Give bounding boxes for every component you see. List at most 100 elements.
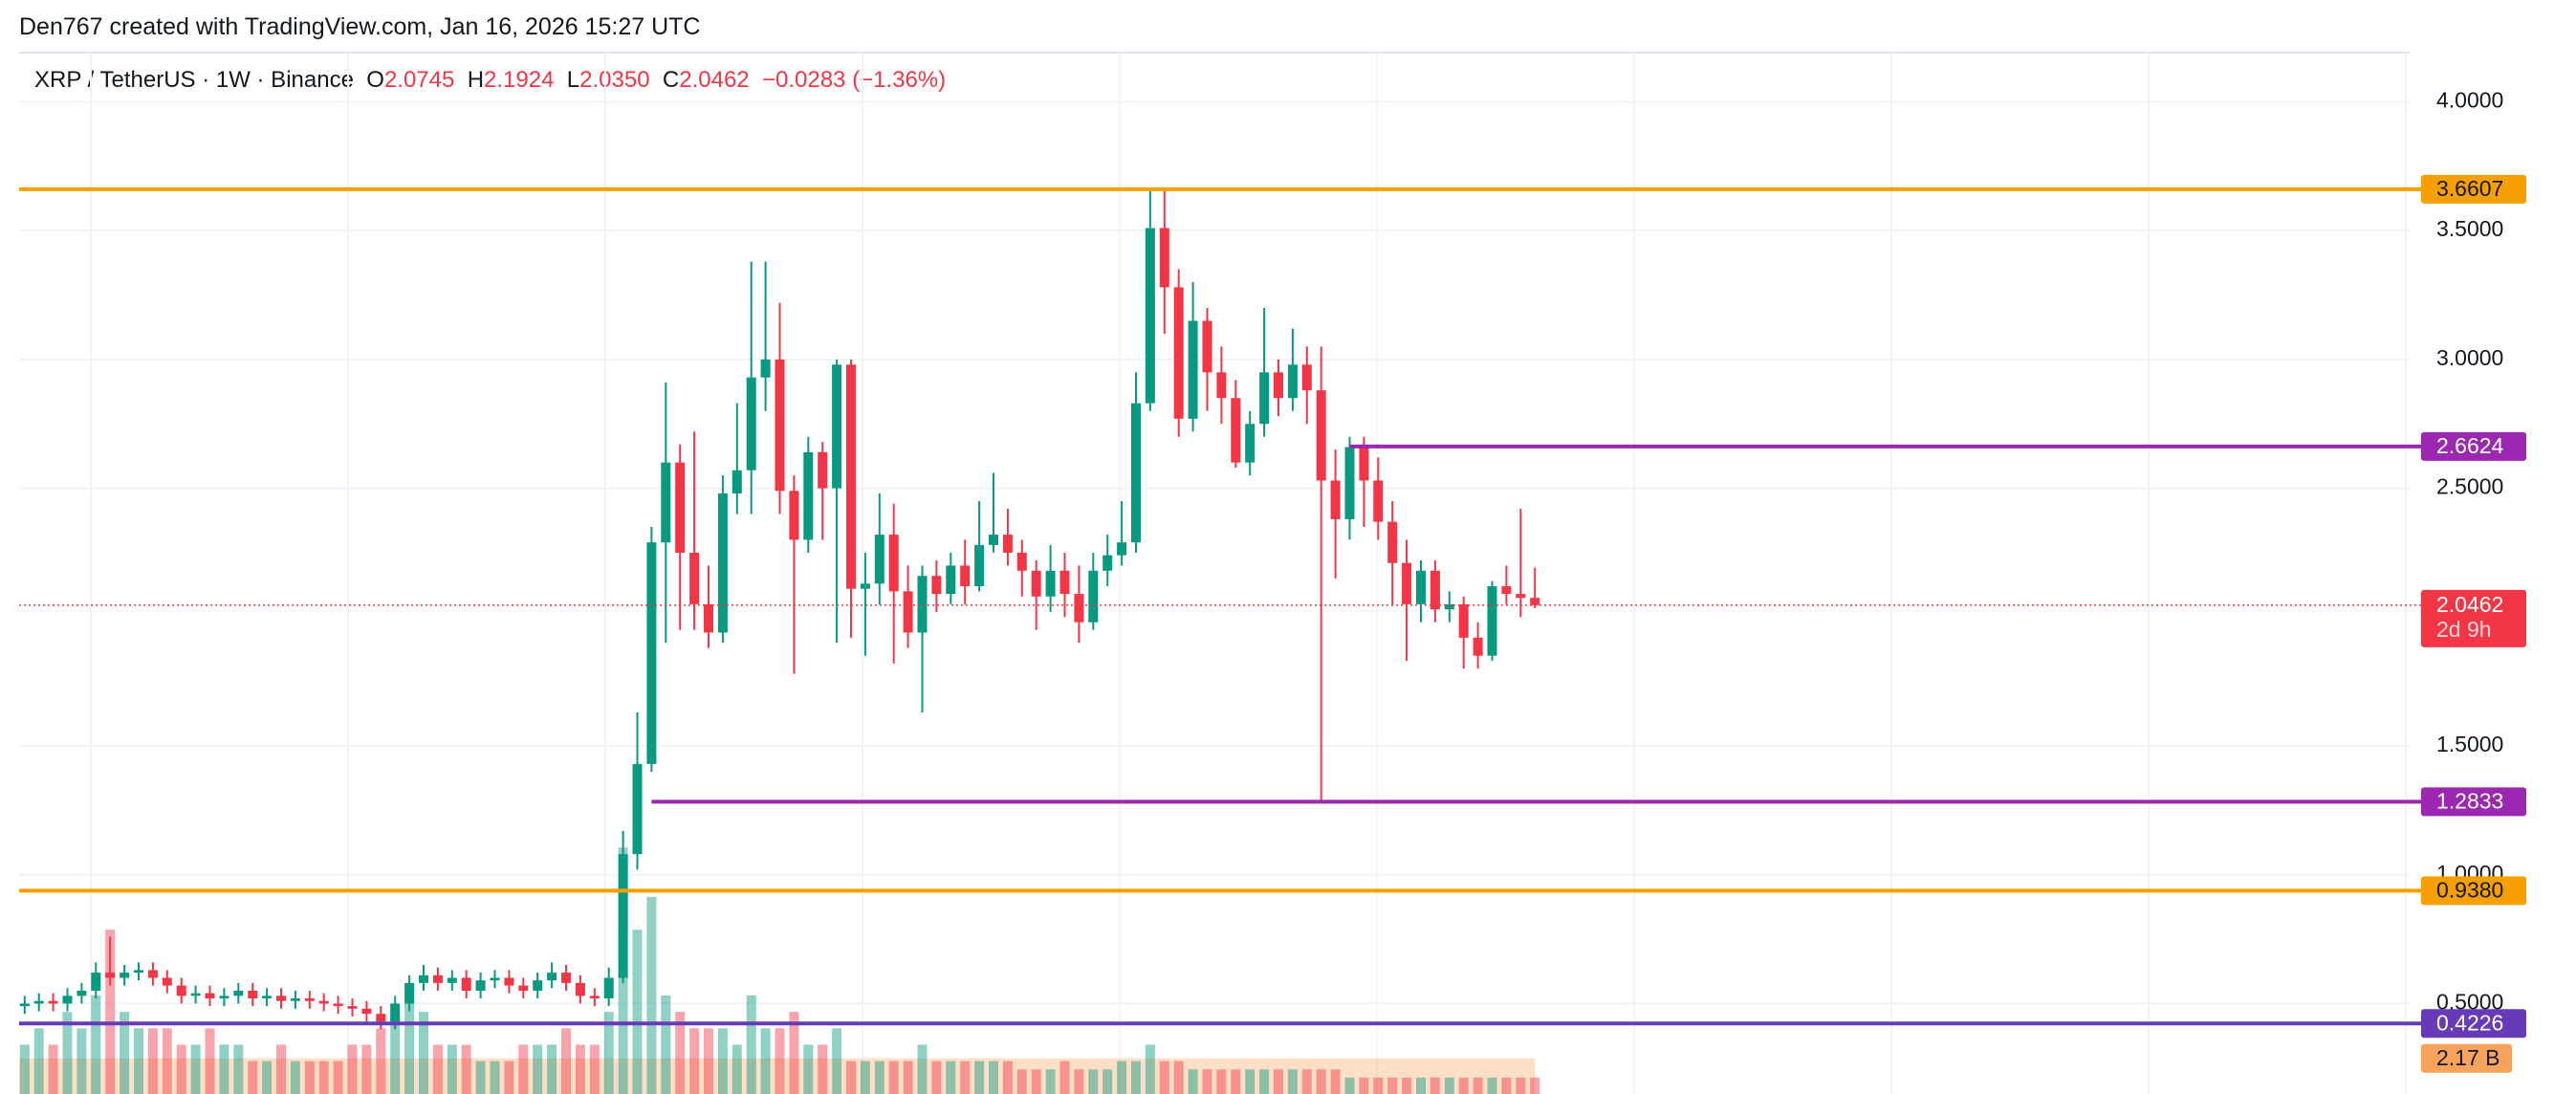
candle-body	[1274, 372, 1283, 399]
candle-body	[1131, 403, 1141, 543]
volume-bar	[205, 1028, 215, 1094]
candle-body	[120, 973, 130, 978]
candle-body	[874, 535, 884, 584]
candle-body	[860, 583, 870, 589]
candle-body	[504, 977, 514, 986]
level-label-box	[2421, 431, 2526, 461]
last-price-box	[2421, 589, 2526, 647]
volume-bar	[33, 1028, 44, 1094]
volume-bar	[190, 1044, 201, 1094]
candle-body	[603, 977, 614, 999]
candle-body	[1031, 570, 1041, 597]
volume-bar	[931, 1061, 942, 1094]
candle-body	[533, 980, 543, 991]
volume-bar	[518, 1044, 529, 1094]
volume-bar	[1430, 1077, 1440, 1094]
candle-body	[989, 535, 998, 545]
volume-bar	[19, 1044, 30, 1094]
volume-bar	[1287, 1069, 1298, 1094]
volume-bar	[504, 1061, 514, 1094]
volume-bar	[1359, 1077, 1369, 1094]
volume-bar	[91, 995, 101, 1094]
y-tick-label: 3.5000	[2436, 216, 2503, 241]
candle-body	[888, 535, 899, 592]
change: −0.0283 (−1.36%)	[761, 67, 947, 93]
candle-body	[19, 1003, 30, 1007]
candle-body	[1145, 228, 1155, 404]
volume-bar	[105, 930, 116, 1094]
volume-bar	[561, 1028, 571, 1094]
candle-body	[1530, 598, 1540, 605]
volume-bar	[120, 1012, 130, 1094]
candle-body	[347, 1006, 358, 1009]
open-label: O	[366, 67, 384, 93]
candle-body	[176, 985, 186, 996]
volume-bar	[1259, 1069, 1270, 1094]
candle-body	[1159, 228, 1169, 288]
candle-body	[618, 854, 628, 978]
volume-bar	[1344, 1077, 1355, 1094]
candle-body	[190, 993, 201, 996]
candle-body	[1359, 447, 1369, 481]
high-value: 2.1924	[484, 67, 555, 93]
candle-body	[1444, 603, 1454, 610]
candle-body	[1402, 562, 1412, 604]
low-value: 2.0350	[579, 67, 650, 93]
volume-bar	[1316, 1069, 1326, 1094]
candle-body	[760, 359, 771, 378]
volume-bar	[361, 1044, 372, 1094]
volume-bar	[475, 1061, 486, 1094]
candle-body	[248, 990, 258, 999]
volume-bar	[219, 1044, 229, 1094]
candle-body	[62, 996, 73, 1004]
level-label-box	[2421, 1009, 2526, 1039]
volume-bar	[1088, 1069, 1099, 1094]
candle-body	[1316, 390, 1326, 481]
volume-bar	[989, 1061, 998, 1094]
candle-body	[1245, 424, 1255, 463]
volume-bar	[1059, 1061, 1070, 1094]
level-label: 1.2833	[2436, 788, 2503, 813]
volume-bar	[62, 1012, 73, 1094]
volume-bar	[1016, 1069, 1027, 1094]
candle-body	[1501, 585, 1512, 595]
candle-body	[775, 359, 785, 492]
volume-bar	[1117, 1061, 1127, 1094]
volume-bar	[1301, 1069, 1312, 1094]
level-label: 2.6624	[2436, 433, 2504, 458]
volume-bar	[1402, 1077, 1412, 1094]
candle-body	[1088, 570, 1099, 623]
candle-body	[803, 451, 814, 540]
candle-body	[304, 998, 315, 1001]
volume-bar	[404, 995, 415, 1094]
volume-bar	[176, 1044, 186, 1094]
candle-body	[589, 996, 600, 999]
level-label: 0.4226	[2436, 1010, 2503, 1035]
volume-ma-label: 2.17 B	[2436, 1045, 2500, 1070]
volume-bar	[262, 1061, 273, 1094]
volume-bar	[1159, 1061, 1169, 1094]
y-tick-label: 2.5000	[2436, 474, 2503, 499]
volume-bar	[1501, 1077, 1512, 1094]
volume-bar	[846, 1061, 856, 1094]
candle-body	[390, 1003, 401, 1022]
volume-bar	[1173, 1061, 1184, 1094]
candle-body	[518, 985, 529, 991]
symbol-legend: XRP / TetherUS · 1W · Binance O2.0745 H2…	[34, 67, 946, 94]
volume-bar	[789, 1012, 799, 1094]
candle-body	[1102, 555, 1113, 571]
candle-body	[561, 973, 571, 983]
level-label-box	[2421, 876, 2526, 906]
y-tick-label: 3.0000	[2436, 345, 2503, 370]
candle-body	[689, 552, 700, 604]
candle-body	[1231, 398, 1241, 463]
candle-body	[575, 982, 585, 996]
volume-bar	[162, 1028, 172, 1094]
volume-bar	[832, 1028, 842, 1094]
volume-bar	[1231, 1069, 1241, 1094]
volume-bar	[290, 1061, 300, 1094]
level-label: 3.6607	[2436, 176, 2503, 201]
volume-bar	[589, 1044, 600, 1094]
candle-body	[276, 996, 286, 1001]
